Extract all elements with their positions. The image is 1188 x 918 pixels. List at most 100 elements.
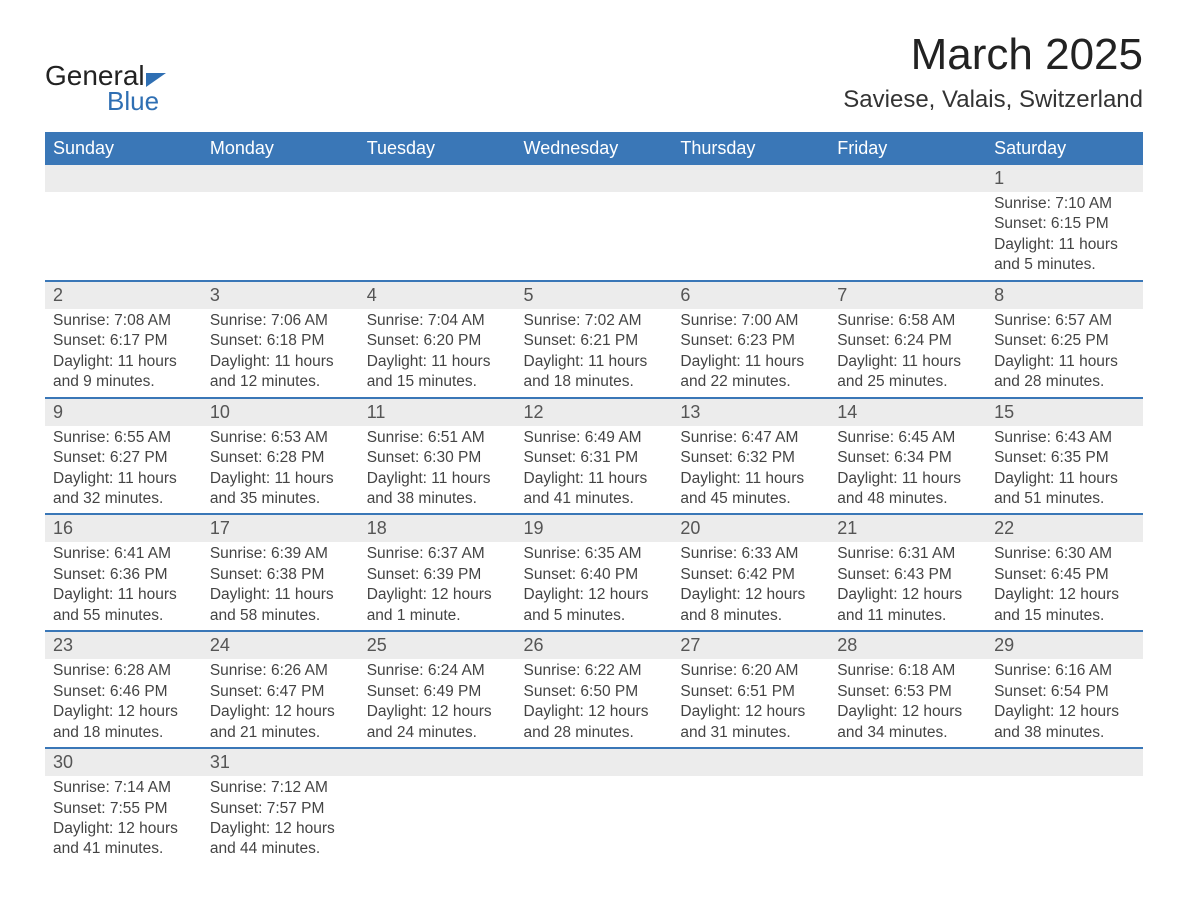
- day-header: Wednesday: [516, 132, 673, 165]
- sunset-text: Sunset: 6:50 PM: [524, 682, 665, 702]
- sunrise-text: Sunrise: 6:58 AM: [837, 311, 978, 331]
- sunset-text: Sunset: 6:51 PM: [680, 682, 821, 702]
- sunset-text: Sunset: 6:47 PM: [210, 682, 351, 702]
- daylight-text: Daylight: 12 hours and 24 minutes.: [367, 702, 508, 743]
- daylight-text: Daylight: 11 hours and 48 minutes.: [837, 469, 978, 510]
- day-header-row: Sunday Monday Tuesday Wednesday Thursday…: [45, 132, 1143, 165]
- day-number: 28: [829, 631, 986, 659]
- day-number: 6: [672, 281, 829, 309]
- day-data-row: Sunrise: 7:10 AMSunset: 6:15 PMDaylight:…: [45, 192, 1143, 281]
- day-cell: Sunrise: 6:39 AMSunset: 6:38 PMDaylight:…: [202, 542, 359, 631]
- daylight-text: Daylight: 11 hours and 32 minutes.: [53, 469, 194, 510]
- day-number-row: 1: [45, 165, 1143, 192]
- day-cell: [672, 776, 829, 864]
- day-number: [829, 748, 986, 776]
- month-title: March 2025: [843, 30, 1143, 80]
- day-number: 25: [359, 631, 516, 659]
- day-cell: Sunrise: 6:16 AMSunset: 6:54 PMDaylight:…: [986, 659, 1143, 748]
- location-subtitle: Saviese, Valais, Switzerland: [843, 86, 1143, 114]
- daylight-text: Daylight: 11 hours and 38 minutes.: [367, 469, 508, 510]
- day-cell: Sunrise: 6:57 AMSunset: 6:25 PMDaylight:…: [986, 309, 1143, 398]
- sunset-text: Sunset: 6:25 PM: [994, 331, 1135, 351]
- day-data-row: Sunrise: 6:41 AMSunset: 6:36 PMDaylight:…: [45, 542, 1143, 631]
- day-number: 29: [986, 631, 1143, 659]
- day-cell: Sunrise: 7:14 AMSunset: 7:55 PMDaylight:…: [45, 776, 202, 864]
- day-number-row: 3031: [45, 748, 1143, 776]
- sunset-text: Sunset: 6:30 PM: [367, 448, 508, 468]
- daylight-text: Daylight: 12 hours and 11 minutes.: [837, 585, 978, 626]
- daylight-text: Daylight: 11 hours and 55 minutes.: [53, 585, 194, 626]
- sunrise-text: Sunrise: 7:02 AM: [524, 311, 665, 331]
- day-number: 21: [829, 514, 986, 542]
- sunrise-text: Sunrise: 7:00 AM: [680, 311, 821, 331]
- sunset-text: Sunset: 6:24 PM: [837, 331, 978, 351]
- daylight-text: Daylight: 12 hours and 1 minute.: [367, 585, 508, 626]
- sunset-text: Sunset: 6:23 PM: [680, 331, 821, 351]
- day-data-row: Sunrise: 7:08 AMSunset: 6:17 PMDaylight:…: [45, 309, 1143, 398]
- daylight-text: Daylight: 11 hours and 18 minutes.: [524, 352, 665, 393]
- day-header: Sunday: [45, 132, 202, 165]
- sunrise-text: Sunrise: 6:53 AM: [210, 428, 351, 448]
- day-cell: Sunrise: 6:47 AMSunset: 6:32 PMDaylight:…: [672, 426, 829, 515]
- day-cell: Sunrise: 6:30 AMSunset: 6:45 PMDaylight:…: [986, 542, 1143, 631]
- sunrise-text: Sunrise: 6:22 AM: [524, 661, 665, 681]
- daylight-text: Daylight: 12 hours and 38 minutes.: [994, 702, 1135, 743]
- day-header: Monday: [202, 132, 359, 165]
- sunrise-text: Sunrise: 6:31 AM: [837, 544, 978, 564]
- sunset-text: Sunset: 6:32 PM: [680, 448, 821, 468]
- day-number: 8: [986, 281, 1143, 309]
- sunset-text: Sunset: 6:49 PM: [367, 682, 508, 702]
- daylight-text: Daylight: 12 hours and 5 minutes.: [524, 585, 665, 626]
- daylight-text: Daylight: 12 hours and 15 minutes.: [994, 585, 1135, 626]
- day-header: Tuesday: [359, 132, 516, 165]
- day-number: [672, 165, 829, 192]
- daylight-text: Daylight: 11 hours and 5 minutes.: [994, 235, 1135, 276]
- day-number: 30: [45, 748, 202, 776]
- sunset-text: Sunset: 6:27 PM: [53, 448, 194, 468]
- day-cell: Sunrise: 6:28 AMSunset: 6:46 PMDaylight:…: [45, 659, 202, 748]
- day-number: 1: [986, 165, 1143, 192]
- sunrise-text: Sunrise: 7:06 AM: [210, 311, 351, 331]
- day-cell: Sunrise: 7:02 AMSunset: 6:21 PMDaylight:…: [516, 309, 673, 398]
- day-cell: Sunrise: 7:06 AMSunset: 6:18 PMDaylight:…: [202, 309, 359, 398]
- day-number-row: 2345678: [45, 281, 1143, 309]
- day-cell: Sunrise: 7:08 AMSunset: 6:17 PMDaylight:…: [45, 309, 202, 398]
- daylight-text: Daylight: 12 hours and 31 minutes.: [680, 702, 821, 743]
- day-cell: [45, 192, 202, 281]
- day-number: 27: [672, 631, 829, 659]
- day-number: 22: [986, 514, 1143, 542]
- sunrise-text: Sunrise: 7:14 AM: [53, 778, 194, 798]
- sunset-text: Sunset: 6:40 PM: [524, 565, 665, 585]
- day-cell: Sunrise: 6:41 AMSunset: 6:36 PMDaylight:…: [45, 542, 202, 631]
- sunset-text: Sunset: 6:36 PM: [53, 565, 194, 585]
- day-number-row: 9101112131415: [45, 398, 1143, 426]
- day-number: [202, 165, 359, 192]
- daylight-text: Daylight: 11 hours and 51 minutes.: [994, 469, 1135, 510]
- sunrise-text: Sunrise: 6:18 AM: [837, 661, 978, 681]
- sunset-text: Sunset: 6:18 PM: [210, 331, 351, 351]
- daylight-text: Daylight: 11 hours and 12 minutes.: [210, 352, 351, 393]
- sunrise-text: Sunrise: 6:26 AM: [210, 661, 351, 681]
- sunrise-text: Sunrise: 6:24 AM: [367, 661, 508, 681]
- sunrise-text: Sunrise: 6:39 AM: [210, 544, 351, 564]
- sunset-text: Sunset: 6:21 PM: [524, 331, 665, 351]
- day-cell: Sunrise: 6:18 AMSunset: 6:53 PMDaylight:…: [829, 659, 986, 748]
- day-number: [45, 165, 202, 192]
- day-number: 4: [359, 281, 516, 309]
- sunset-text: Sunset: 6:46 PM: [53, 682, 194, 702]
- sunrise-text: Sunrise: 6:57 AM: [994, 311, 1135, 331]
- sunset-text: Sunset: 6:31 PM: [524, 448, 665, 468]
- day-cell: Sunrise: 6:37 AMSunset: 6:39 PMDaylight:…: [359, 542, 516, 631]
- daylight-text: Daylight: 12 hours and 8 minutes.: [680, 585, 821, 626]
- day-data-row: Sunrise: 7:14 AMSunset: 7:55 PMDaylight:…: [45, 776, 1143, 864]
- day-number: 10: [202, 398, 359, 426]
- day-cell: [516, 776, 673, 864]
- sunset-text: Sunset: 6:35 PM: [994, 448, 1135, 468]
- daylight-text: Daylight: 11 hours and 9 minutes.: [53, 352, 194, 393]
- day-cell: [829, 192, 986, 281]
- sunset-text: Sunset: 6:53 PM: [837, 682, 978, 702]
- day-cell: Sunrise: 6:24 AMSunset: 6:49 PMDaylight:…: [359, 659, 516, 748]
- day-number: 14: [829, 398, 986, 426]
- logo: General Blue: [45, 30, 166, 117]
- sunset-text: Sunset: 7:57 PM: [210, 799, 351, 819]
